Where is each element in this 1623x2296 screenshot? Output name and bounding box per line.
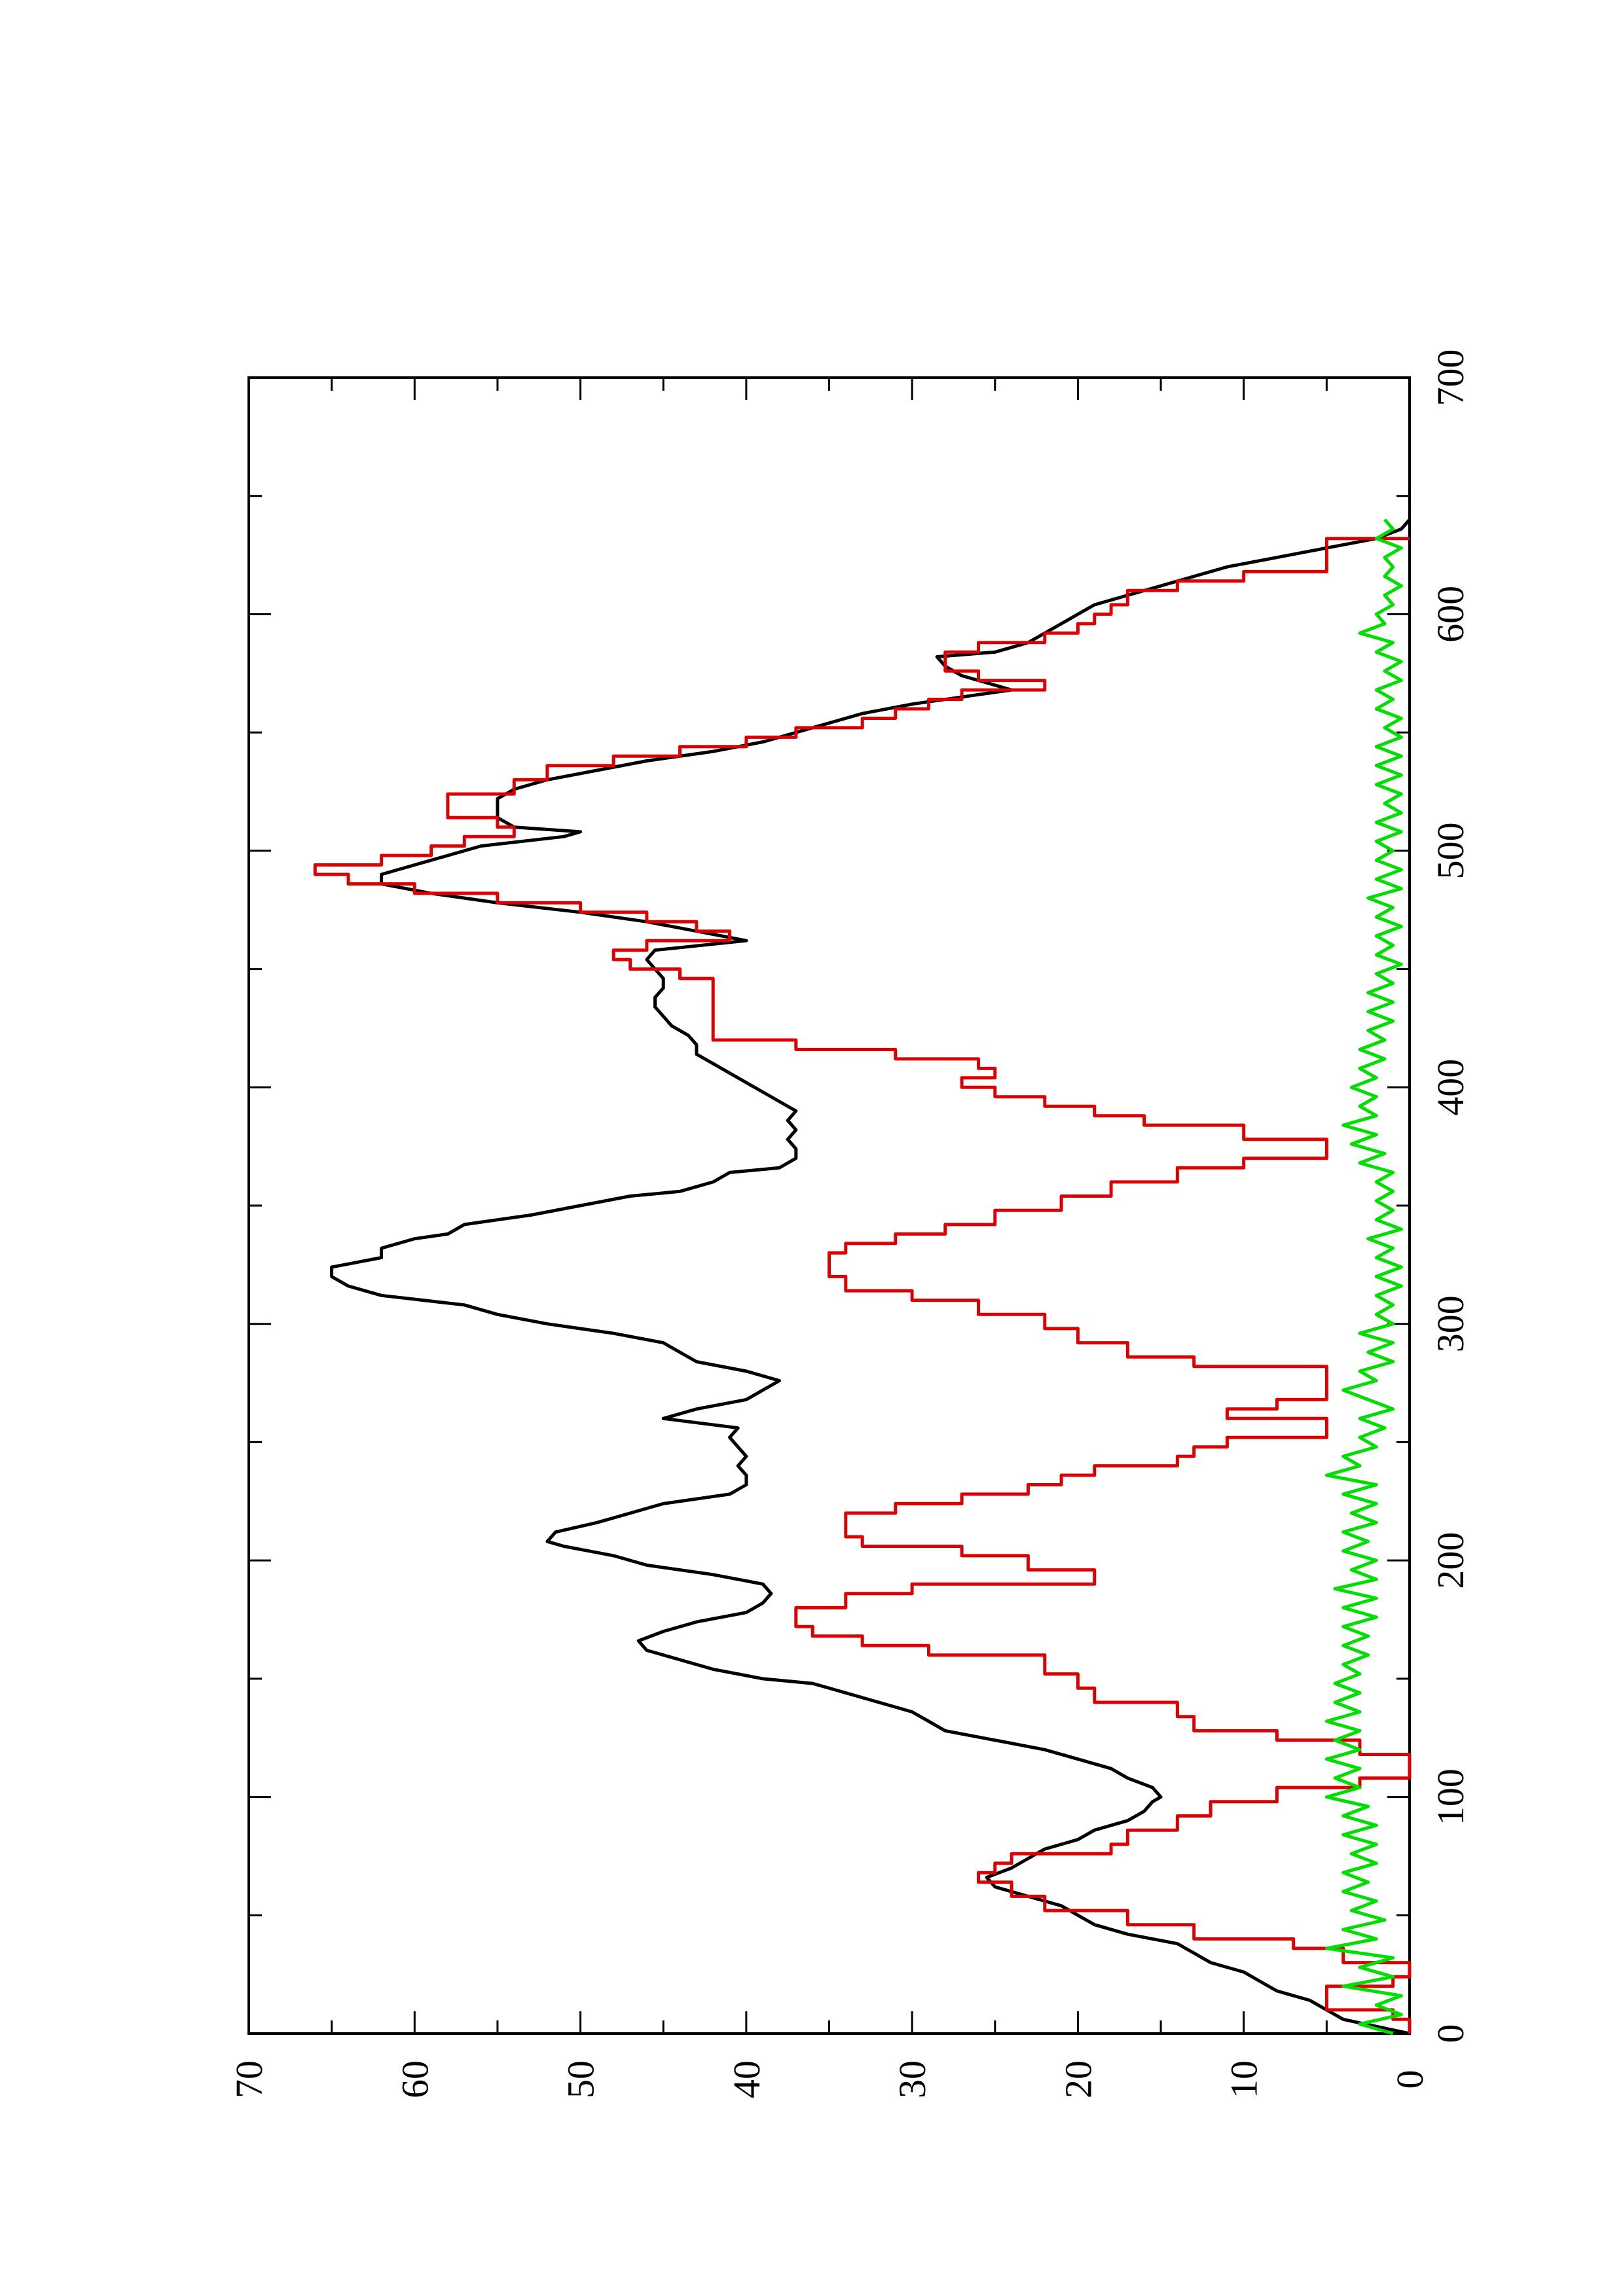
y-tick-label: 40 [725, 2060, 768, 2098]
y-tick-label: 0 [1389, 2070, 1431, 2089]
y-tick-label: 60 [393, 2060, 436, 2098]
data-series [313, 518, 1412, 2036]
x-tick-label: 500 [1429, 822, 1472, 879]
x-tick-label: 0 [1429, 2024, 1472, 2043]
plot-frame [247, 376, 1411, 2035]
x-tick-label: 400 [1429, 1059, 1472, 1116]
x-tick-label: 600 [1429, 586, 1472, 643]
x-tick-label: 300 [1429, 1295, 1472, 1352]
x-tick-label: 700 [1429, 350, 1472, 406]
y-tick-label: 30 [891, 2060, 934, 2098]
y-tick-label: 10 [1223, 2060, 1266, 2098]
series-line-1 [330, 518, 1411, 2036]
y-tick-label: 20 [1057, 2060, 1099, 2098]
series-line-2 [313, 537, 1412, 2034]
y-tick-label: 50 [560, 2060, 602, 2098]
x-tick-label: 200 [1429, 1532, 1472, 1589]
series-line-3 [1324, 518, 1403, 2036]
x-tick-label: 100 [1429, 1768, 1472, 1825]
axis-ticks [247, 376, 1411, 2035]
y-tick-label: 70 [228, 2060, 270, 2098]
axis-tick-labels: 0 100 200 300 400 500 600 700 0 10 20 30 40 50 60 70 [228, 350, 1472, 2099]
